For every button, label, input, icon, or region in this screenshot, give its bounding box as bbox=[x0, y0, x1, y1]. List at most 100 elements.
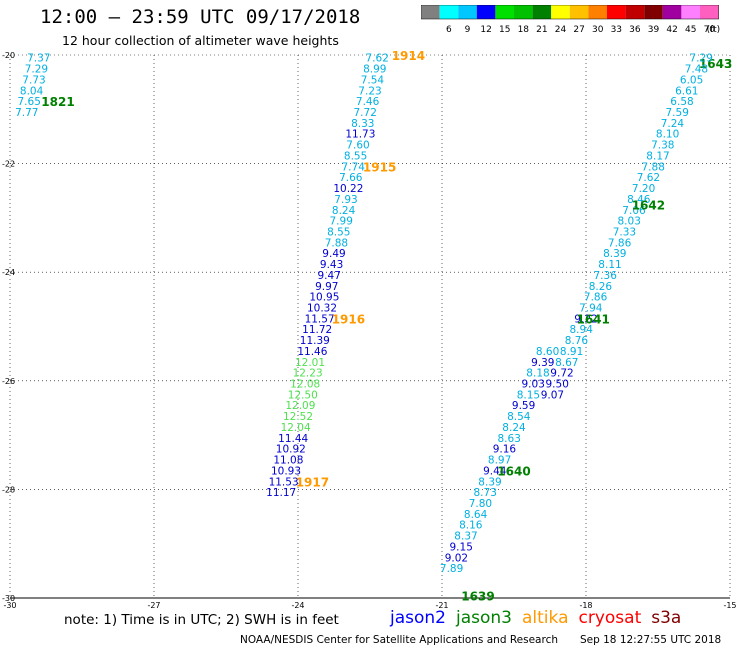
wave-height-value: 8.11 bbox=[598, 259, 621, 271]
wave-height-value: 8.39 bbox=[478, 476, 501, 488]
wave-height-value: 8.04 bbox=[20, 85, 44, 97]
wave-height-value: 8.16 bbox=[459, 520, 483, 532]
colorbar-tick-label: 9 bbox=[465, 25, 471, 35]
pass-time-label: 1915 bbox=[363, 160, 396, 174]
wave-height-value: 9.50 bbox=[546, 379, 569, 391]
wave-height-value: 9.97 bbox=[315, 281, 338, 293]
y-tick-label: -24 bbox=[2, 268, 15, 277]
wave-height-value: 8.55 bbox=[327, 226, 350, 238]
wave-height-value: 9.02 bbox=[445, 552, 468, 564]
colorbar-tick-label: 33 bbox=[611, 25, 622, 35]
colorbar-legend: 6 9 12 15 18 21 24 27 30 33 36 39 42 45 70(ft) bbox=[421, 5, 720, 35]
footer-timestamp: Sep 18 12:27:55 UTC 2018 bbox=[580, 634, 722, 646]
wave-height-value: 9.15 bbox=[450, 541, 473, 553]
wave-height-value: 8.99 bbox=[363, 64, 386, 76]
wave-height-value: 7.88 bbox=[325, 237, 348, 249]
footer-credit: NOAA/NESDIS Center for Satellite Applica… bbox=[240, 634, 558, 646]
x-tick-label: -21 bbox=[435, 601, 448, 610]
wave-height-value: 10.32 bbox=[307, 302, 337, 314]
wave-height-value: 7.66 bbox=[339, 172, 363, 184]
wave-height-value: 6.61 bbox=[675, 85, 698, 97]
colorbar-tick-label: 18 bbox=[518, 25, 530, 35]
wave-height-value: 7.80 bbox=[469, 498, 492, 510]
wave-height-value: 7.86 bbox=[608, 237, 632, 249]
wave-height-value: 12.04 bbox=[281, 422, 311, 434]
satellite-legend: jason2 jason3 altika cryosat s3a bbox=[390, 608, 691, 628]
satellite-legend-item: cryosat bbox=[578, 608, 642, 628]
footer-note: note: 1) Time is in UTC; 2) SWH is in fe… bbox=[64, 612, 339, 628]
colorbar-swatch bbox=[458, 5, 477, 19]
wave-height-value: 10.95 bbox=[309, 292, 339, 304]
wave-height-value: 7.99 bbox=[330, 216, 353, 228]
y-tick-label: -28 bbox=[2, 485, 15, 494]
pass-time-label: 1640 bbox=[497, 464, 530, 478]
wave-height-value: 7.88 bbox=[642, 161, 665, 173]
wave-height-value: 11.08 bbox=[273, 455, 303, 467]
colorbar-swatch bbox=[569, 5, 589, 19]
chart-subtitle: 12 hour collection of altimeter wave hei… bbox=[62, 33, 339, 48]
wave-height-value: 7.23 bbox=[358, 85, 381, 97]
wave-height-value: 9.07 bbox=[541, 389, 564, 401]
colorbar-swatch bbox=[644, 5, 663, 19]
wave-height-value: 8.55 bbox=[344, 150, 367, 162]
wave-height-value: 7.20 bbox=[632, 183, 655, 195]
wave-height-value: 7.94 bbox=[579, 302, 603, 314]
wave-height-value: 7.24 bbox=[661, 118, 685, 130]
wave-height-value: 8.10 bbox=[656, 129, 679, 141]
pass-time-label: 1639 bbox=[461, 589, 494, 603]
wave-height-value: 10.22 bbox=[333, 183, 363, 195]
x-tick-label: -27 bbox=[147, 601, 160, 610]
wave-height-value: 7.36 bbox=[594, 270, 618, 282]
wave-height-value: 8.03 bbox=[618, 216, 641, 228]
wave-height-value: 8.17 bbox=[646, 150, 669, 162]
colorbar-swatch bbox=[495, 5, 514, 19]
pass-time-label: 1917 bbox=[296, 475, 329, 489]
colorbar-swatch bbox=[532, 5, 552, 19]
wave-height-value: 7.89 bbox=[440, 563, 463, 575]
colorbar-tick-label: 21 bbox=[536, 25, 547, 35]
wave-height-value: 8.76 bbox=[565, 335, 589, 347]
wave-height-value: 8.24 bbox=[332, 205, 356, 217]
wave-height-value: 7.59 bbox=[666, 107, 689, 119]
wave-height-value: 7.37 bbox=[27, 53, 50, 65]
y-tick-label: -22 bbox=[2, 160, 15, 169]
wave-height-value: 7.46 bbox=[356, 96, 380, 108]
wave-height-value: 7.33 bbox=[613, 226, 636, 238]
y-tick-label: -20 bbox=[2, 51, 15, 60]
pass-time-label: 1821 bbox=[41, 95, 74, 109]
wave-height-value: 11.17 bbox=[266, 487, 296, 499]
wave-height-value: 8.63 bbox=[498, 433, 521, 445]
wave-height-value: 9.49 bbox=[322, 248, 345, 260]
colorbar-tick-label: 70 bbox=[704, 25, 716, 35]
x-tick-label: -30 bbox=[3, 601, 16, 610]
wave-height-value: 9.72 bbox=[550, 368, 573, 380]
wave-height-value: 8.64 bbox=[464, 509, 488, 521]
y-tick-label: -30 bbox=[2, 594, 15, 603]
wave-height-value: 7.54 bbox=[361, 74, 385, 86]
chart-title: 12:00 – 23:59 UTC 09/17/2018 bbox=[40, 6, 361, 28]
wave-height-value: 12.52 bbox=[283, 411, 313, 423]
wave-height-value: 7.86 bbox=[584, 292, 608, 304]
colorbar-tick-label: 6 bbox=[446, 25, 452, 35]
wave-height-value: 7.38 bbox=[651, 140, 674, 152]
wave-height-value: 11.39 bbox=[300, 335, 330, 347]
wave-height-value: 8.26 bbox=[589, 281, 613, 293]
wave-height-value: 6.58 bbox=[670, 96, 693, 108]
wave-height-value: 7.73 bbox=[22, 74, 45, 86]
pass-time-label: 1642 bbox=[632, 198, 665, 212]
colorbar-swatch bbox=[476, 5, 496, 19]
wave-height-value: 7.29 bbox=[25, 64, 48, 76]
wave-height-value: 6.05 bbox=[680, 74, 703, 86]
colorbar-swatch bbox=[421, 5, 440, 19]
wave-height-value: 7.48 bbox=[685, 64, 708, 76]
wave-height-value: 9.22 bbox=[574, 313, 597, 325]
wave-height-value: 8.15 bbox=[517, 389, 540, 401]
wave-height-value: 12.08 bbox=[290, 379, 320, 391]
wave-height-value: 12.01 bbox=[295, 357, 325, 369]
colorbar-swatch bbox=[681, 5, 700, 19]
wave-height-value: 9.16 bbox=[493, 444, 517, 456]
colorbar-tick-label: 42 bbox=[666, 25, 677, 35]
wave-height-value: 9.39 bbox=[531, 357, 554, 369]
satellite-legend-item: jason3 bbox=[456, 608, 512, 628]
wave-height-value: 8.46 bbox=[627, 194, 651, 206]
